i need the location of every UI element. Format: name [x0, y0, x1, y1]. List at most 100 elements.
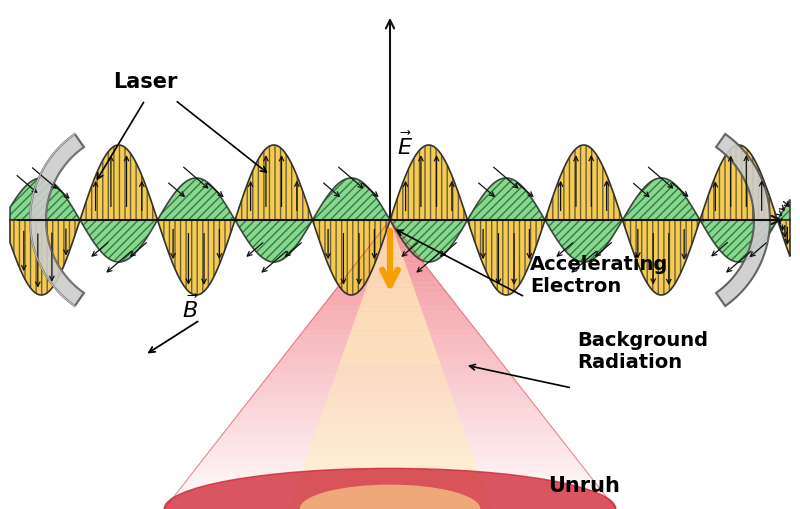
- Polygon shape: [322, 408, 458, 413]
- Polygon shape: [344, 345, 436, 350]
- Polygon shape: [239, 408, 541, 413]
- Polygon shape: [158, 178, 235, 220]
- Polygon shape: [315, 427, 465, 432]
- Text: $\vec{B}$: $\vec{B}$: [182, 295, 198, 322]
- Polygon shape: [349, 268, 431, 273]
- Polygon shape: [362, 297, 418, 302]
- Polygon shape: [380, 244, 400, 249]
- Polygon shape: [324, 403, 456, 408]
- Polygon shape: [288, 504, 492, 509]
- Polygon shape: [360, 253, 420, 259]
- Polygon shape: [307, 451, 473, 456]
- Polygon shape: [383, 235, 397, 239]
- Polygon shape: [358, 307, 422, 312]
- Polygon shape: [297, 480, 483, 485]
- Polygon shape: [10, 178, 80, 220]
- Polygon shape: [319, 417, 461, 422]
- Polygon shape: [250, 393, 530, 398]
- Polygon shape: [213, 442, 567, 446]
- Polygon shape: [302, 466, 478, 470]
- Polygon shape: [366, 282, 414, 288]
- Polygon shape: [338, 364, 442, 370]
- Polygon shape: [288, 345, 492, 350]
- Polygon shape: [778, 200, 790, 220]
- Polygon shape: [378, 249, 402, 253]
- Polygon shape: [236, 413, 544, 417]
- Polygon shape: [326, 297, 454, 302]
- Polygon shape: [307, 321, 473, 326]
- Polygon shape: [700, 220, 778, 262]
- Polygon shape: [327, 393, 453, 398]
- Polygon shape: [221, 432, 559, 437]
- Text: Background
Radiation: Background Radiation: [577, 331, 708, 372]
- Polygon shape: [277, 360, 503, 364]
- Polygon shape: [716, 134, 770, 306]
- Polygon shape: [309, 446, 471, 451]
- Polygon shape: [382, 239, 398, 244]
- Text: Unruh: Unruh: [548, 476, 620, 496]
- Polygon shape: [235, 220, 313, 262]
- Polygon shape: [228, 422, 552, 427]
- Polygon shape: [382, 225, 398, 230]
- Polygon shape: [235, 145, 313, 220]
- Polygon shape: [300, 331, 480, 335]
- Polygon shape: [390, 145, 467, 220]
- Polygon shape: [546, 145, 622, 220]
- Polygon shape: [386, 225, 394, 230]
- Polygon shape: [80, 145, 158, 220]
- Polygon shape: [622, 178, 700, 220]
- Polygon shape: [186, 475, 594, 480]
- Polygon shape: [365, 288, 415, 292]
- Polygon shape: [217, 437, 563, 442]
- Polygon shape: [359, 302, 421, 307]
- Polygon shape: [353, 321, 427, 326]
- Polygon shape: [339, 360, 441, 364]
- Polygon shape: [295, 485, 485, 490]
- Polygon shape: [262, 379, 518, 384]
- Polygon shape: [292, 495, 488, 499]
- Polygon shape: [258, 384, 522, 388]
- Polygon shape: [210, 446, 570, 451]
- Polygon shape: [30, 134, 84, 306]
- Polygon shape: [310, 442, 470, 446]
- Polygon shape: [266, 374, 514, 379]
- Text: Laser: Laser: [113, 72, 177, 92]
- Polygon shape: [363, 292, 417, 297]
- Polygon shape: [371, 268, 409, 273]
- Polygon shape: [298, 475, 482, 480]
- Polygon shape: [290, 499, 490, 504]
- Polygon shape: [388, 220, 392, 225]
- Polygon shape: [313, 220, 390, 295]
- Polygon shape: [198, 461, 582, 466]
- Polygon shape: [232, 417, 548, 422]
- Polygon shape: [468, 178, 545, 220]
- Polygon shape: [247, 398, 533, 403]
- Polygon shape: [386, 220, 394, 225]
- Polygon shape: [468, 220, 545, 295]
- Polygon shape: [354, 316, 426, 321]
- Polygon shape: [346, 341, 434, 345]
- Polygon shape: [356, 312, 424, 316]
- Polygon shape: [356, 259, 424, 263]
- Polygon shape: [378, 230, 402, 235]
- Polygon shape: [368, 278, 412, 282]
- Polygon shape: [351, 326, 429, 331]
- Polygon shape: [321, 413, 459, 417]
- Text: Accelerating
Electron: Accelerating Electron: [530, 255, 668, 296]
- Polygon shape: [374, 259, 406, 263]
- Polygon shape: [300, 470, 480, 475]
- Polygon shape: [202, 456, 578, 461]
- Polygon shape: [318, 307, 462, 312]
- Polygon shape: [190, 470, 590, 475]
- Polygon shape: [364, 249, 416, 253]
- Polygon shape: [292, 341, 488, 345]
- Polygon shape: [274, 364, 506, 370]
- Polygon shape: [158, 220, 235, 295]
- Polygon shape: [352, 263, 428, 268]
- Polygon shape: [206, 451, 574, 456]
- Polygon shape: [333, 379, 447, 384]
- Polygon shape: [294, 490, 486, 495]
- Polygon shape: [371, 239, 409, 244]
- Polygon shape: [330, 292, 450, 297]
- Polygon shape: [281, 355, 499, 360]
